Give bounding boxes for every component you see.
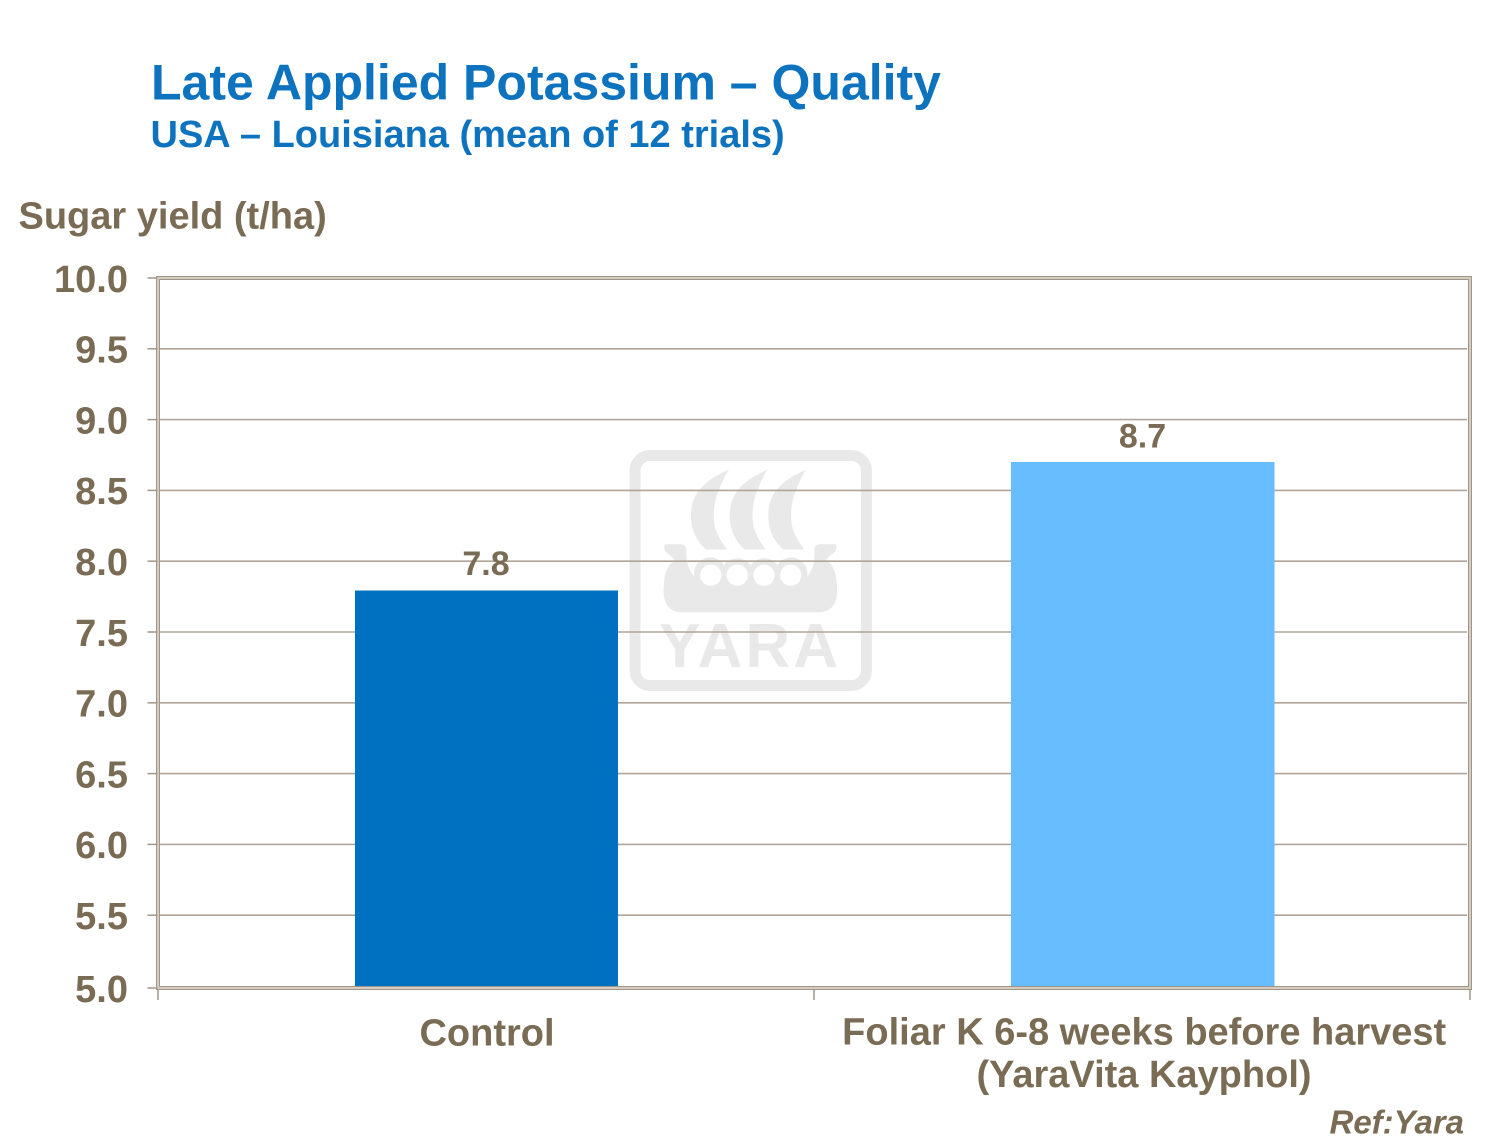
svg-text:Control: Control: [419, 1013, 554, 1055]
svg-text:9.0: 9.0: [75, 400, 128, 442]
svg-text:8.7: 8.7: [1119, 418, 1166, 456]
svg-text:9.5: 9.5: [75, 330, 128, 372]
svg-text:Foliar K 6-8 weeks before harv: Foliar K 6-8 weeks before harvest: [842, 1012, 1446, 1054]
svg-text:8.0: 8.0: [75, 542, 128, 584]
svg-text:5.0: 5.0: [75, 969, 128, 1011]
svg-text:(YaraVita Kayphol): (YaraVita Kayphol): [976, 1054, 1311, 1096]
svg-text:10.0: 10.0: [54, 259, 128, 301]
svg-text:YARA: YARA: [659, 612, 841, 681]
svg-text:7.0: 7.0: [75, 684, 128, 726]
svg-text:Late Applied Potassium – Quali: Late Applied Potassium – Quality: [151, 54, 941, 110]
svg-text:USA – Louisiana (mean of 12 tr: USA – Louisiana (mean of 12 trials): [151, 114, 785, 156]
svg-text:6.5: 6.5: [75, 754, 128, 796]
svg-text:5.5: 5.5: [75, 896, 128, 938]
svg-text:Ref:Yara: Ref:Yara: [1330, 1103, 1465, 1140]
svg-text:6.0: 6.0: [75, 825, 128, 867]
svg-text:7.5: 7.5: [75, 613, 128, 655]
svg-text:Sugar yield (t/ha): Sugar yield (t/ha): [19, 195, 327, 237]
svg-text:7.8: 7.8: [462, 545, 509, 583]
svg-text:8.5: 8.5: [75, 471, 128, 513]
